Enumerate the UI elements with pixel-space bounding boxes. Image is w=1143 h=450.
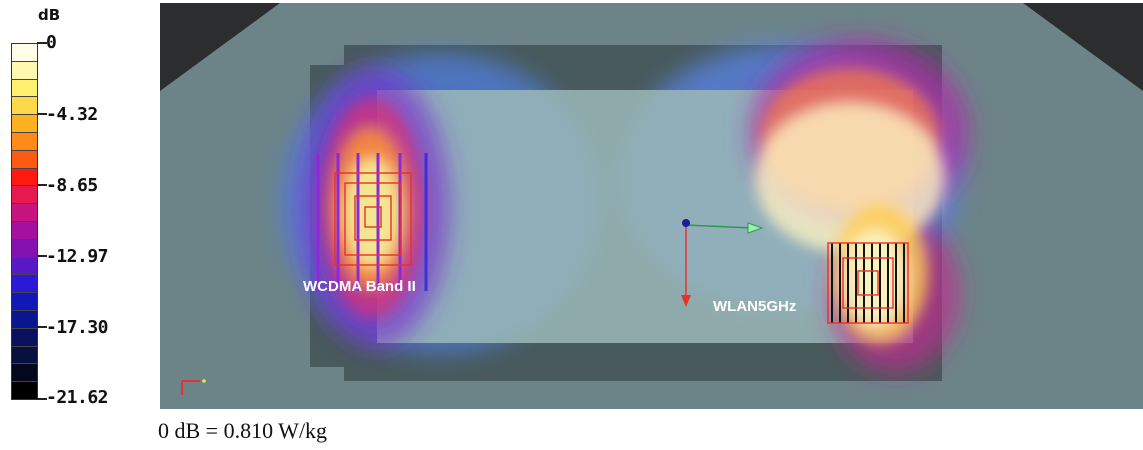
legend-tick (37, 42, 47, 44)
legend-tick-label: -17.30 (46, 317, 109, 338)
legend-swatch (12, 239, 37, 258)
legend-swatch (12, 364, 37, 383)
sar-map-canvas: WCDMA Band II WLAN5GHz (160, 3, 1143, 409)
legend-swatch (12, 168, 37, 187)
legend-swatch (12, 382, 37, 399)
legend-swatch (12, 132, 37, 151)
label-wlan-5ghz: WLAN5GHz (713, 298, 796, 315)
legend-swatch (12, 293, 37, 311)
legend-swatch (12, 275, 37, 294)
legend-swatch (12, 44, 37, 62)
legend-swatch (12, 204, 37, 222)
legend-swatch (12, 97, 37, 116)
reference-level-text: 0 dB = 0.810 W/kg (158, 418, 328, 443)
legend-tick-label: -8.65 (46, 175, 98, 196)
legend-swatch (12, 221, 37, 240)
legend-tick-label: 0 (46, 32, 57, 53)
legend-swatch (12, 186, 37, 205)
left-antenna-array (316, 153, 428, 291)
legend-tick (37, 326, 47, 328)
legend-tick (37, 113, 47, 115)
legend-swatch (12, 150, 37, 169)
right-antenna-array (827, 242, 909, 324)
legend-swatch (12, 61, 37, 80)
orientation-axes-icon (181, 379, 206, 395)
legend-swatch (12, 310, 37, 329)
legend-tick-label: -4.32 (46, 104, 98, 125)
coordinate-axes-marker (681, 219, 764, 307)
color-scale-legend: dB 0 -4.32 -8.65 -12.97 -17.30 -21.62 (0, 0, 150, 410)
legend-tick (37, 184, 47, 186)
legend-tick-label: -12.97 (46, 246, 109, 267)
legend-swatch (12, 257, 37, 276)
legend-color-bar (11, 43, 38, 400)
legend-tick-label: -21.62 (46, 387, 109, 408)
legend-swatch (12, 328, 37, 347)
legend-swatch (12, 79, 37, 98)
legend-tick (37, 398, 47, 400)
legend-swatch (12, 346, 37, 365)
sar-distribution-map: WCDMA Band II WLAN5GHz (160, 3, 1143, 409)
legend-tick (37, 255, 47, 257)
label-wcdma-band-ii: WCDMA Band II (303, 278, 416, 295)
legend-unit: dB (38, 6, 61, 24)
legend-swatch (12, 115, 37, 133)
